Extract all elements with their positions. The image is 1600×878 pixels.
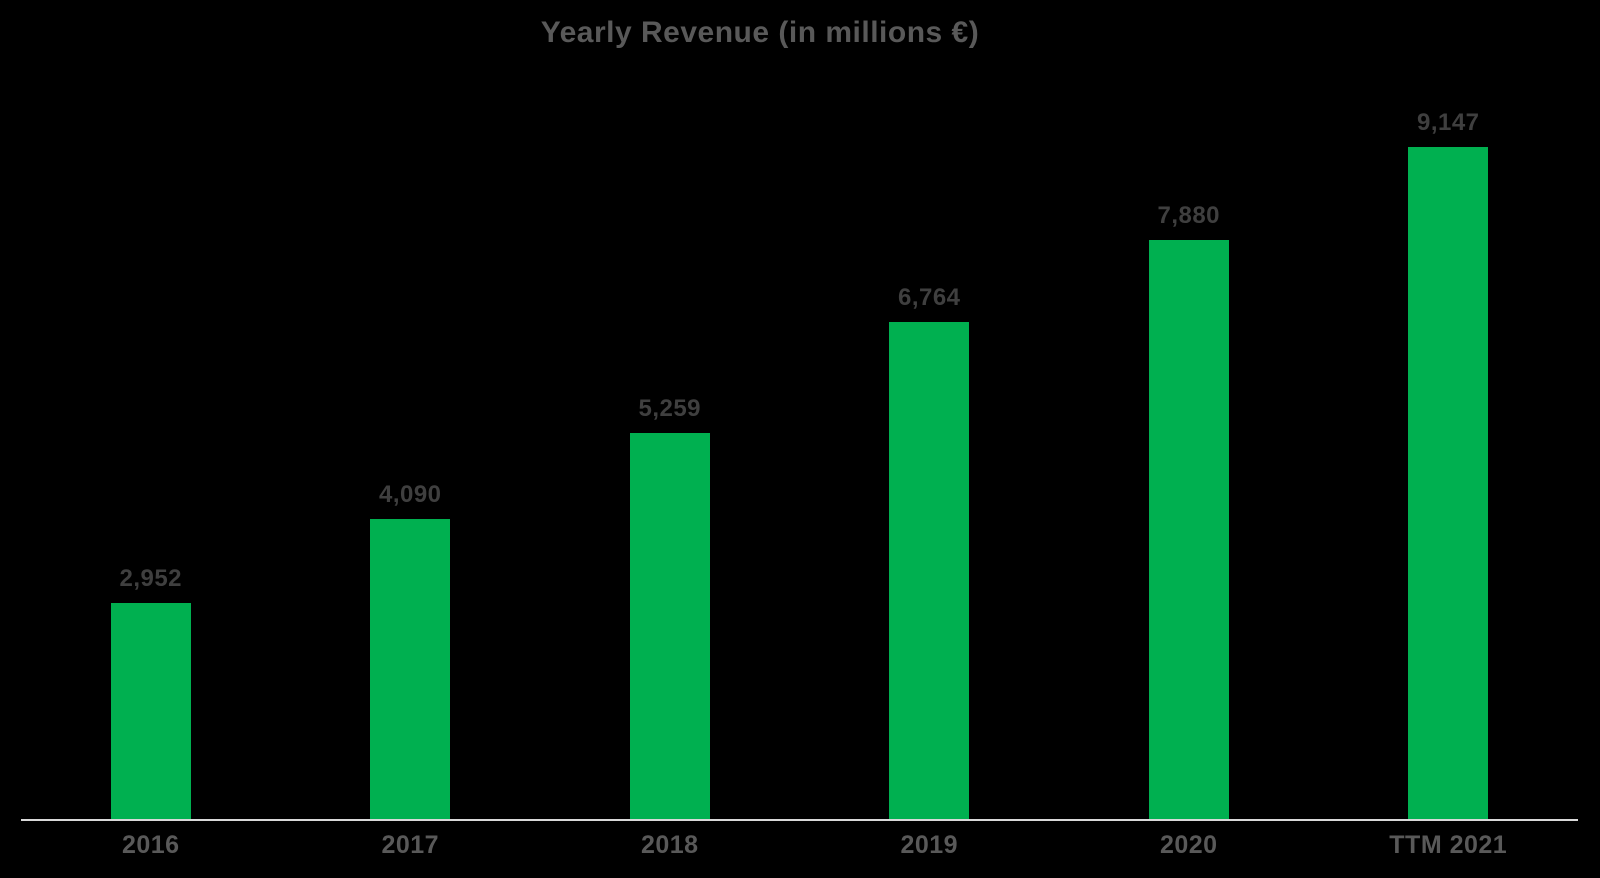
bar-group: 4,090 bbox=[281, 84, 541, 820]
x-axis-line bbox=[21, 819, 1578, 821]
x-tick-label: 2019 bbox=[900, 831, 959, 859]
bar bbox=[629, 432, 710, 820]
bar bbox=[110, 602, 191, 820]
bar-group: 7,880 bbox=[1059, 84, 1319, 820]
chart-title: Yearly Revenue (in millions €) bbox=[540, 16, 980, 49]
bar-value-label: 4,090 bbox=[378, 480, 442, 508]
bar bbox=[1148, 240, 1229, 820]
bar-group: 2,952 bbox=[21, 84, 281, 820]
bar-value-label: 2,952 bbox=[119, 564, 183, 592]
x-tick-label: 2017 bbox=[381, 831, 440, 859]
bar bbox=[1408, 146, 1489, 820]
bar-value-label: 5,259 bbox=[638, 394, 702, 422]
bar-value-label: 7,880 bbox=[1157, 202, 1221, 230]
x-tick-label: 2020 bbox=[1159, 831, 1218, 859]
x-axis-labels: 2016 2017 2018 2019 2020 TTM 2021 bbox=[21, 831, 1578, 860]
plot-area: 2,952 4,090 5,259 6,764 7,880 9,147 bbox=[21, 84, 1578, 820]
bar-group: 9,147 bbox=[1319, 84, 1579, 820]
x-tick-label: TTM 2021 bbox=[1389, 831, 1508, 859]
bar bbox=[370, 518, 451, 820]
bar-value-label: 9,147 bbox=[1416, 108, 1480, 136]
bar-group: 6,764 bbox=[800, 84, 1060, 820]
bar bbox=[889, 322, 970, 820]
bar-group: 5,259 bbox=[540, 84, 800, 820]
x-tick-label: 2016 bbox=[121, 831, 180, 859]
x-tick-label: 2018 bbox=[640, 831, 699, 859]
bar-value-label: 6,764 bbox=[897, 284, 961, 312]
